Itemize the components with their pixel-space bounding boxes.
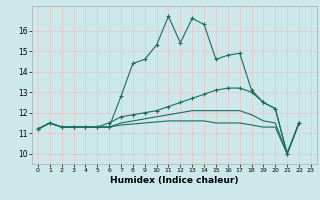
X-axis label: Humidex (Indice chaleur): Humidex (Indice chaleur): [110, 176, 239, 185]
